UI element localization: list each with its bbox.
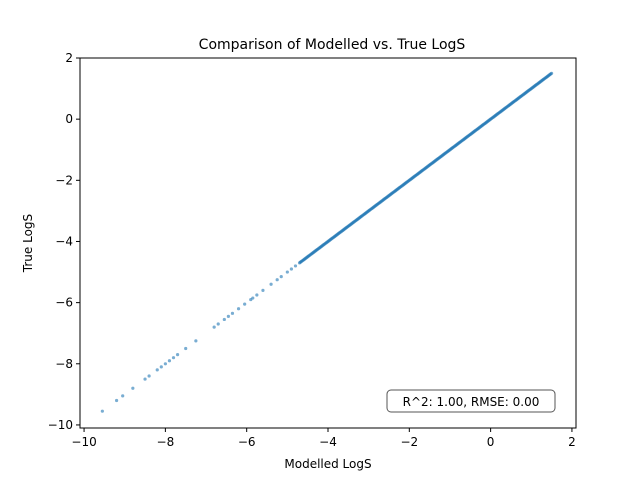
data-points — [100, 71, 554, 413]
data-point — [275, 278, 279, 282]
y-tick-label: −6 — [55, 296, 73, 310]
y-tick-label: 0 — [65, 112, 73, 126]
data-point — [222, 317, 226, 322]
x-tick-label: 0 — [487, 435, 495, 449]
data-point — [131, 386, 135, 390]
data-point — [226, 314, 230, 318]
y-tick-label: 2 — [65, 51, 73, 65]
y-tick-label: −2 — [55, 173, 73, 187]
data-point — [159, 365, 163, 369]
data-point — [143, 377, 147, 381]
data-point — [293, 264, 298, 268]
x-tick-label: −8 — [157, 435, 175, 449]
data-point — [243, 302, 247, 306]
data-point — [171, 356, 176, 360]
x-tick-label: −2 — [400, 435, 418, 449]
data-point — [255, 293, 259, 297]
data-point — [212, 325, 216, 329]
y-axis-label: True LogS — [21, 214, 35, 273]
data-point — [167, 359, 172, 363]
metrics-annotation: R^2: 1.00, RMSE: 0.00 — [403, 395, 540, 409]
chart-title: Comparison of Modelled vs. True LogS — [199, 37, 466, 53]
data-point — [279, 275, 283, 279]
data-point — [285, 270, 289, 274]
data-point — [147, 374, 151, 378]
data-point — [216, 322, 220, 326]
data-point — [550, 71, 554, 75]
x-tick-label: −4 — [319, 435, 337, 449]
data-point — [100, 409, 104, 413]
data-point — [175, 353, 180, 357]
x-tick-label: −10 — [71, 435, 96, 449]
y-tick-label: −10 — [48, 418, 73, 432]
data-point — [251, 296, 255, 300]
data-point — [289, 267, 294, 271]
data-point — [230, 311, 235, 315]
y-axis-ticks: −10 −8 −6 −4 −2 0 2 — [48, 51, 80, 432]
metrics-annotation-box — [386, 389, 556, 413]
data-point — [236, 307, 241, 311]
data-point — [155, 368, 159, 372]
x-axis-ticks: −10 −8 −6 −4 −2 0 2 — [71, 428, 576, 449]
y-tick-label: −8 — [55, 357, 73, 371]
data-point — [269, 282, 273, 286]
data-point — [184, 346, 188, 351]
y-tick-label: −4 — [55, 234, 73, 248]
data-point — [114, 398, 119, 403]
data-point — [163, 362, 167, 366]
x-axis-label: Modelled LogS — [284, 457, 371, 471]
data-point — [121, 394, 125, 398]
x-tick-label: −6 — [238, 435, 256, 449]
data-point — [194, 339, 198, 343]
data-point — [261, 288, 265, 292]
x-tick-label: 2 — [568, 435, 576, 449]
